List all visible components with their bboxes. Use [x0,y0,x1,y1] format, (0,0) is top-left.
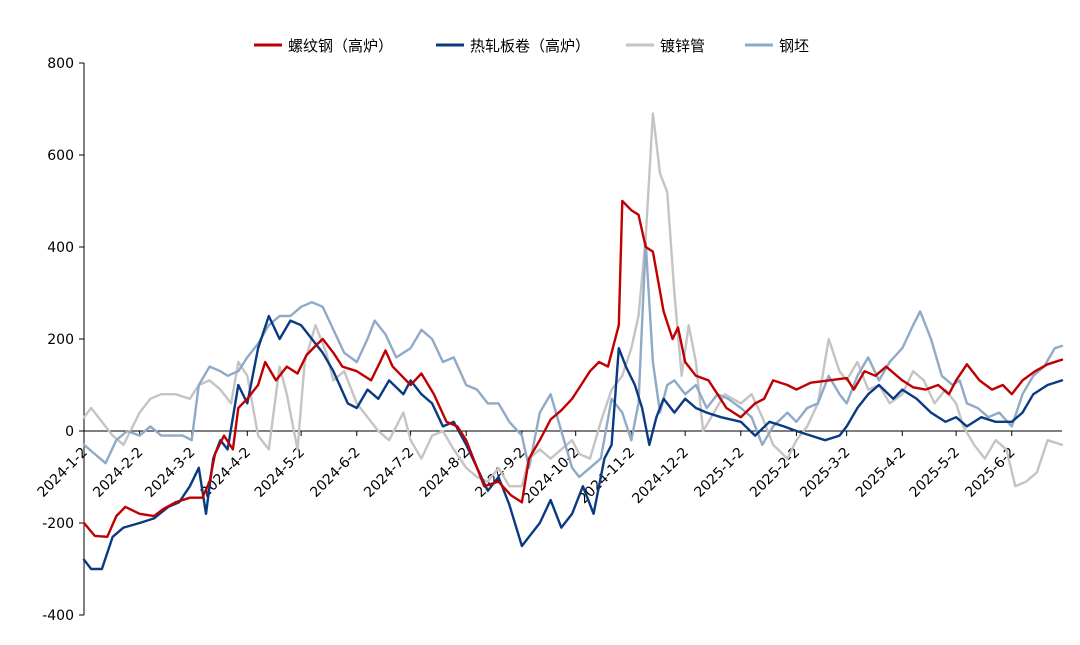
x-tick-label: 2025-2-2 [747,445,803,501]
y-tick-label: -400 [42,608,74,624]
y-tick-label: 200 [47,332,74,348]
x-tick-label: 2025-1-2 [691,445,747,501]
legend-label-1: 热轧板卷（高炉） [470,37,590,55]
y-axis: -400 -200 0 200 400 600 800 [42,56,85,624]
x-tick-label: 2024-4-2 [198,445,254,501]
x-tick-label: 2024-5-2 [252,445,308,501]
legend-label-0: 螺纹钢（高炉） [288,37,393,55]
y-tick-label: 400 [47,240,74,256]
x-tick-label: 2025-6-2 [962,445,1018,501]
series-line-3 [82,241,1064,479]
x-tick-label: 2024-7-2 [361,445,417,501]
legend-label-2: 镀锌管 [660,37,705,55]
x-tick-label: 2024-10-2 [520,445,583,508]
series-line-0 [82,199,1064,538]
x-tick-label: 2025-4-2 [853,445,909,501]
series-layer [82,112,1064,571]
series-line-1 [82,314,1064,571]
x-tick-label: 2025-3-2 [797,445,853,501]
x-tick-label: 2024-12-2 [629,445,692,508]
x-tick-label: 2024-1-2 [35,445,91,501]
legend: 螺纹钢（高炉） 热轧板卷（高炉） 镀锌管 钢坯 [254,37,809,55]
y-tick-label: 800 [47,56,74,72]
x-tick-label: 2024-3-2 [142,445,198,501]
y-tick-label: 600 [47,148,74,164]
y-tick-label: -200 [42,516,74,532]
x-tick-label: 2024-6-2 [307,445,363,501]
x-tick-label: 2024-2-2 [90,445,146,501]
legend-label-3: 钢坯 [779,37,809,55]
series-line-2 [82,112,1064,488]
y-tick-label: 0 [65,424,74,440]
x-tick-label: 2025-5-2 [907,445,963,501]
